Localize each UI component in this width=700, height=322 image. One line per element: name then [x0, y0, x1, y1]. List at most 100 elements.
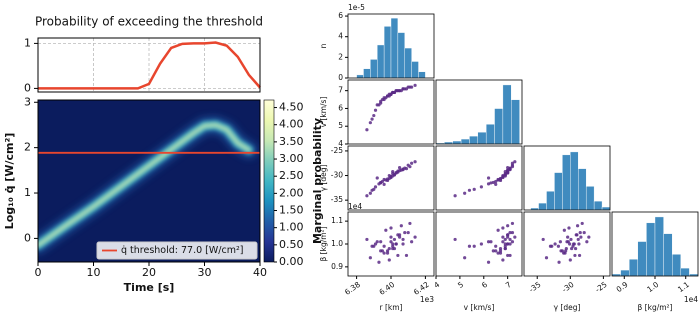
y-offset-label: 1e-5: [348, 3, 365, 12]
scatter-point: [413, 235, 417, 239]
histogram-bar: [585, 186, 595, 211]
panel-frame: [347, 211, 435, 277]
x-tick-label: 1.1: [676, 280, 691, 294]
histogram-bar: [502, 84, 512, 145]
scatter-point: [398, 233, 402, 237]
scatter-point: [467, 244, 472, 248]
y-tick-label: -30: [331, 171, 343, 180]
y-axis-label: n: [319, 43, 328, 48]
colorbar-tick-label: 4.50: [279, 101, 304, 114]
histogram-bar: [383, 26, 392, 79]
histogram-bar: [411, 61, 419, 79]
scatter-point: [501, 175, 505, 180]
scatter-point: [489, 240, 493, 244]
histogram-bar: [546, 191, 555, 211]
histogram-bar: [554, 172, 563, 211]
scatter-point: [558, 240, 562, 244]
y-axis-label: β [kg/m²]: [319, 226, 328, 261]
scatter-point: [575, 233, 579, 237]
scatter-point: [510, 221, 515, 226]
y-axis-label: γ [deg]: [319, 165, 328, 192]
panel-frame: [435, 145, 523, 211]
scatter-point: [510, 165, 515, 169]
x-tick-label: 0: [35, 266, 42, 279]
scatter-point: [541, 237, 545, 242]
x-axis-label: Time [s]: [124, 281, 175, 294]
scatter-point: [370, 244, 374, 248]
scatter-point: [494, 244, 498, 248]
x-offset-label: 1e3: [420, 295, 434, 304]
scatter-point: [396, 89, 400, 93]
scatter-point: [453, 237, 457, 242]
y-tick-label: 1.1: [331, 216, 343, 225]
scatter-point: [391, 242, 395, 246]
scatter-point: [403, 230, 407, 235]
scatter-point: [373, 108, 378, 112]
colorbar-label: Marginal probability: [311, 118, 324, 244]
panel-frame: [347, 145, 435, 211]
scatter-point: [382, 96, 386, 100]
scatter-point: [496, 228, 500, 232]
x-tick-label: 20: [142, 266, 156, 279]
scatter-point: [385, 249, 390, 253]
scatter-point: [501, 235, 505, 239]
histogram-bar: [570, 151, 579, 211]
scatter-point: [506, 233, 510, 237]
scatter-point: [467, 188, 472, 192]
scatter-point: [406, 230, 410, 235]
scatter-point: [401, 167, 405, 171]
scatter-point: [379, 240, 383, 244]
scatter-point: [463, 256, 467, 260]
y-tick-label: 0: [338, 73, 343, 82]
x-tick-label: 0.9: [615, 280, 630, 294]
scatter-point: [389, 226, 393, 230]
scatter-point: [385, 94, 390, 98]
histogram-bar: [654, 216, 664, 277]
scatter-point: [506, 235, 510, 239]
scatter-point: [387, 246, 391, 251]
scatter-point: [365, 237, 369, 242]
y-tick-label: -35: [331, 195, 343, 204]
y-tick-label: 0: [24, 81, 31, 94]
y-tick-label: -25: [331, 146, 343, 155]
y-tick-label: 6: [338, 103, 343, 112]
scatter-point: [408, 221, 412, 226]
scatter-point: [396, 253, 400, 258]
scatter-point: [463, 191, 467, 195]
x-tick-label: 6: [480, 280, 489, 290]
x-tick-label: -35: [527, 280, 542, 295]
histogram-bar: [356, 74, 364, 79]
corner-plot: 0 2 4 6 n 1e-5 4 5 6 7 v [km/s] -35 -30 -25 γ [deg] 0.9…: [319, 3, 699, 312]
scatter-point: [568, 258, 572, 262]
y-tick-label: 1.0: [331, 239, 343, 248]
scatter-point: [508, 242, 512, 246]
scatter-point: [501, 226, 505, 230]
scatter-point: [486, 240, 491, 244]
scatter-point: [494, 179, 498, 184]
histogram-bar: [578, 168, 587, 211]
scatter-point: [389, 92, 393, 96]
scatter-point: [370, 188, 374, 192]
scatter-point: [496, 251, 500, 255]
scatter-point: [503, 174, 507, 178]
scatter-point: [392, 237, 397, 242]
scatter-point: [373, 185, 378, 189]
histogram-bar: [404, 47, 412, 79]
scatter-point: [410, 161, 414, 165]
histogram-bar: [377, 44, 385, 79]
scatter-point: [496, 177, 500, 182]
histogram-bar: [620, 269, 630, 277]
scatter-point: [567, 226, 571, 230]
scatter-point: [577, 253, 582, 258]
scatter-point: [379, 181, 383, 185]
colorbar-tick-label: 2.00: [279, 186, 304, 199]
scatter-point: [472, 244, 476, 248]
x-axis-label: r [km]: [380, 303, 403, 312]
scatter-point: [575, 224, 580, 228]
colorbar-tick-label: 3.00: [279, 152, 304, 165]
scatter-point: [382, 177, 386, 182]
probability-line: [38, 41, 261, 90]
scatter-point: [368, 256, 372, 260]
scatter-point: [479, 242, 483, 246]
colorbar-tick-label: 1.50: [279, 204, 304, 217]
